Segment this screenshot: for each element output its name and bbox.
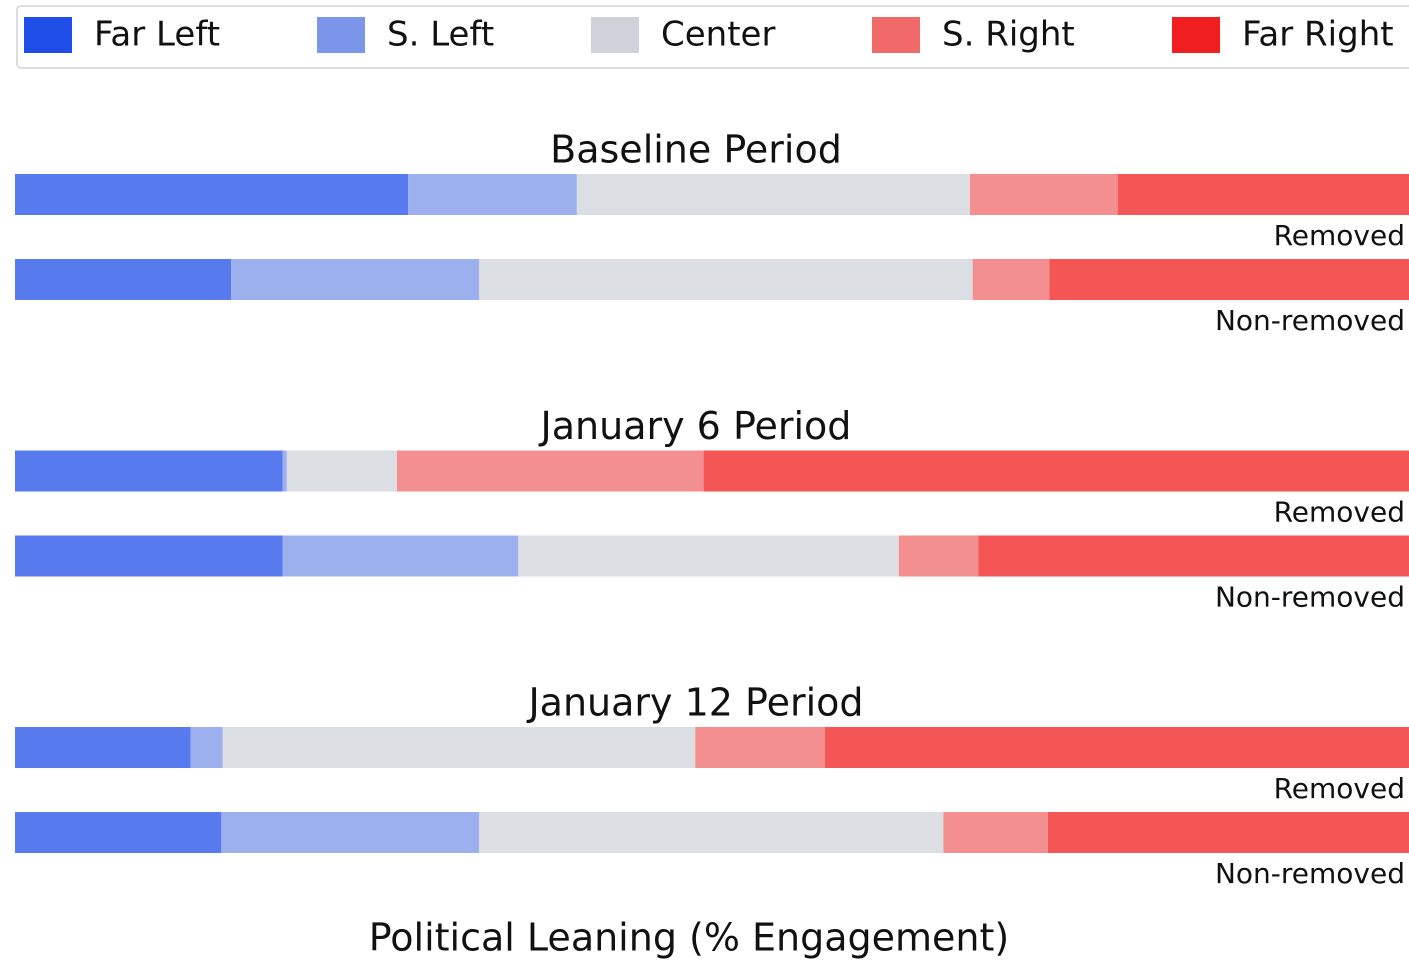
- legend-swatch: [317, 17, 365, 53]
- legend-label: S. Left: [387, 15, 494, 55]
- legend-label: Far Right: [1242, 15, 1394, 55]
- bar-label: Non-removed: [1215, 304, 1405, 337]
- bar-label: Non-removed: [1215, 581, 1405, 614]
- bar-segment: [231, 259, 480, 300]
- x-axis-label: Political Leaning (% Engagement): [369, 916, 1010, 960]
- bar-segment: [1047, 812, 1409, 853]
- bar-segment: [396, 450, 704, 492]
- bar-segment: [222, 727, 696, 768]
- bar-segment: [282, 535, 519, 577]
- panel-title: January 12 Period: [526, 681, 863, 725]
- bar-segment: [15, 174, 409, 215]
- legend-swatch: [872, 17, 920, 53]
- bar-segment: [286, 450, 397, 492]
- bar-label: Removed: [1274, 496, 1405, 529]
- bar-segment: [824, 727, 1409, 768]
- bar-segment: [898, 535, 979, 577]
- bar-segment: [408, 174, 577, 215]
- bar-segment: [479, 812, 944, 853]
- bar-segment: [15, 812, 222, 853]
- legend-label: Far Left: [94, 15, 220, 55]
- bar-segment: [282, 450, 287, 492]
- bar-segment: [972, 259, 1050, 300]
- bar-segment: [15, 259, 232, 300]
- bar-segment: [978, 535, 1409, 577]
- bar-segment: [943, 812, 1048, 853]
- bar-segment: [221, 812, 480, 853]
- bar-label: Removed: [1274, 219, 1405, 252]
- legend-swatch: [1172, 17, 1220, 53]
- bar-segment: [695, 727, 825, 768]
- bar-segment: [15, 535, 283, 577]
- panel-title: January 6 Period: [539, 404, 852, 448]
- legend-label: S. Right: [942, 15, 1075, 55]
- bar-segment: [576, 174, 970, 215]
- bar-segment: [15, 727, 191, 768]
- bar-segment: [1049, 259, 1409, 300]
- legend-box: [16, 5, 1409, 69]
- bar-segment: [1117, 174, 1409, 215]
- bar-label: Removed: [1274, 772, 1405, 805]
- bar-segment: [190, 727, 223, 768]
- bar-segment: [15, 450, 283, 492]
- bar-label: Non-removed: [1215, 857, 1405, 890]
- legend-swatch: [24, 17, 72, 53]
- bar-segment: [518, 535, 899, 577]
- legend-label: Center: [661, 15, 775, 55]
- panel-title: Baseline Period: [550, 128, 842, 172]
- bar-segment: [969, 174, 1118, 215]
- bar-segment: [703, 450, 1409, 492]
- bar-segment: [479, 259, 973, 300]
- legend-swatch: [591, 17, 639, 53]
